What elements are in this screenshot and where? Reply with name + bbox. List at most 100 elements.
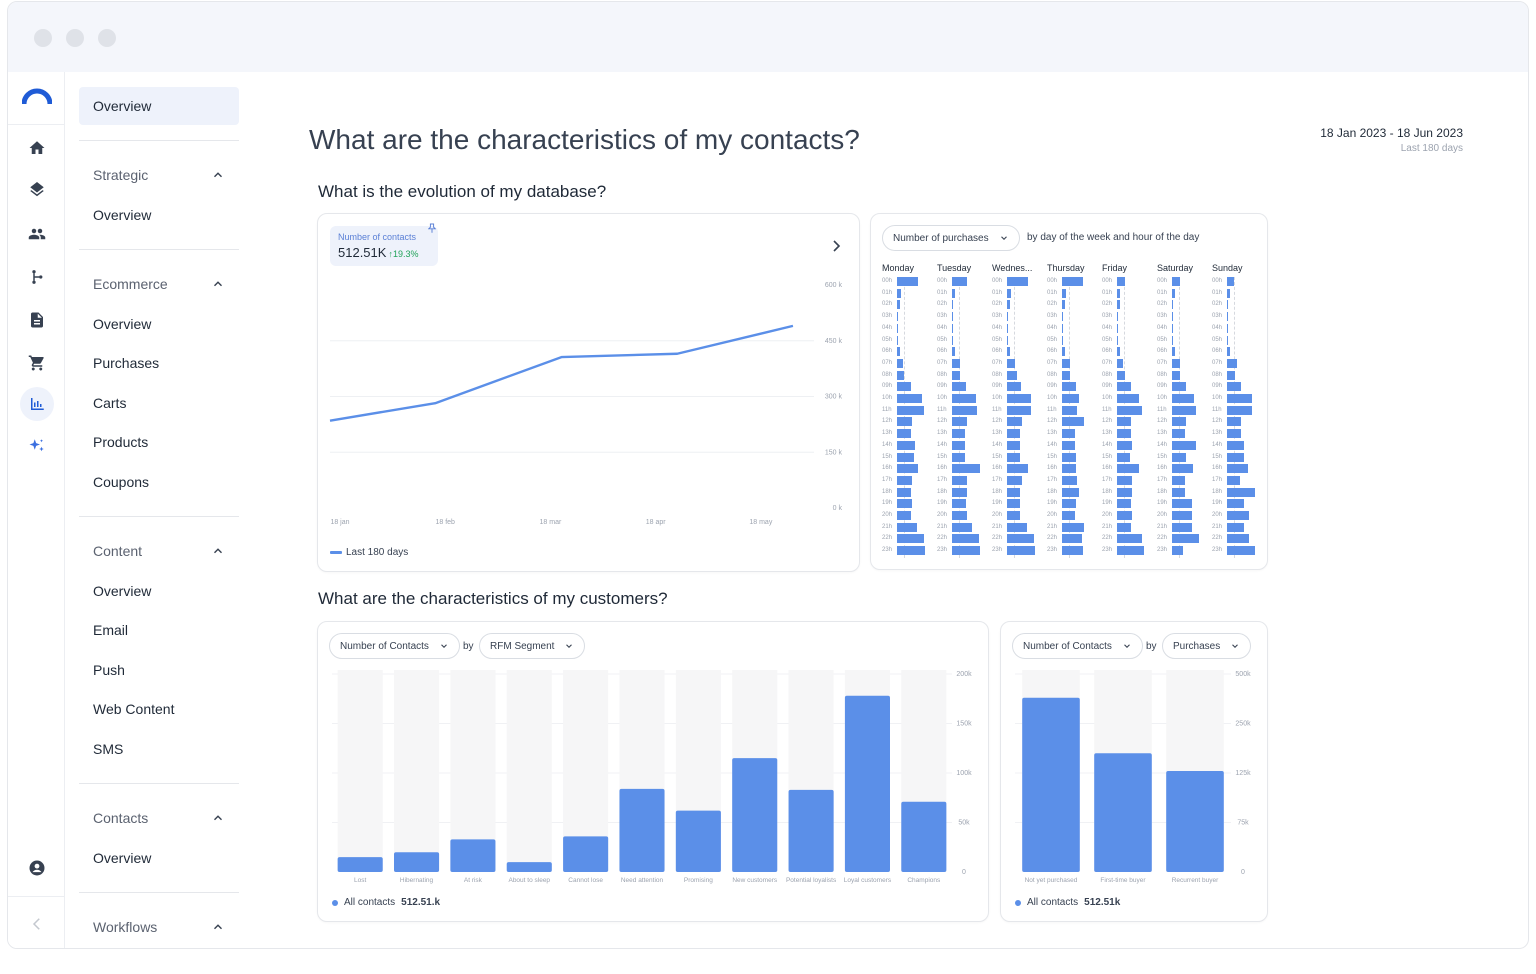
hour-bar[interactable] [1172,382,1186,392]
hour-bar[interactable] [1227,417,1241,427]
hour-bar[interactable] [1117,358,1123,368]
hour-bar[interactable] [1062,464,1076,474]
hour-bar[interactable] [952,452,965,462]
hour-bar[interactable] [952,546,980,556]
hour-bar[interactable] [1062,405,1078,415]
hour-bar[interactable] [1172,394,1195,403]
hour-bar[interactable] [1227,370,1236,380]
hour-bar[interactable] [1227,534,1250,544]
hour-bar[interactable] [1117,522,1131,532]
hour-bar[interactable] [1117,499,1131,509]
hour-bar[interactable] [1172,464,1193,474]
maximize-window-button[interactable] [98,29,116,47]
hour-bar[interactable] [897,405,924,415]
hour-bar[interactable] [1062,429,1075,439]
hour-bar[interactable] [1062,522,1085,532]
hour-bar[interactable] [897,475,913,485]
hour-bar[interactable] [1117,394,1140,403]
hour-bar[interactable] [897,323,899,333]
hour-bar[interactable] [897,452,914,462]
hour-bar[interactable] [1007,440,1020,450]
hour-bar[interactable] [1227,358,1237,368]
hour-bar[interactable] [1172,546,1184,556]
hour-bar[interactable] [1172,511,1192,520]
hour-bar[interactable] [1227,323,1229,333]
hour-bar[interactable] [897,335,899,345]
hour-bar[interactable] [1172,522,1192,532]
hour-bar[interactable] [1172,534,1199,544]
nav-section-contacts[interactable]: Contacts [79,803,239,833]
hour-bar[interactable] [1227,487,1255,497]
hour-bar[interactable] [1227,546,1255,556]
hour-bar[interactable] [1117,288,1120,298]
hour-bar[interactable] [897,300,900,310]
hour-bar[interactable] [1062,452,1076,462]
hour-bar[interactable] [952,405,978,415]
hour-bar[interactable] [952,534,979,544]
metric-select-contacts[interactable]: Number of Contacts [329,633,460,659]
nav-section-strategic[interactable]: Strategic [79,160,239,190]
hour-bar[interactable] [1227,405,1253,415]
date-range-picker[interactable]: 18 Jan 2023 - 18 Jun 2023 [1320,126,1463,140]
hour-bar[interactable] [1117,429,1131,439]
hour-bar[interactable] [897,394,923,403]
kpi-chip[interactable]: Number of contacts 512.51K ↑19.3% [330,226,438,266]
hour-bar[interactable] [1007,475,1023,485]
hour-bar[interactable] [1227,312,1229,322]
hour-bar[interactable] [1117,440,1133,450]
hour-bar[interactable] [1117,300,1120,310]
hour-bar[interactable] [1172,475,1185,485]
hour-bar[interactable] [897,440,916,450]
hour-bar[interactable] [1117,277,1126,286]
hour-bar[interactable] [952,440,965,450]
hour-bar[interactable] [952,522,972,532]
hour-bar[interactable] [1172,358,1181,368]
hour-bar[interactable] [1062,487,1079,497]
hour-bar[interactable] [1172,487,1185,497]
hour-bar[interactable] [1227,300,1229,310]
hour-bar[interactable] [1227,499,1244,509]
nav-item-purchases[interactable]: Purchases [93,355,160,371]
nav-section-workflows[interactable]: Workflows [79,912,239,942]
nav-item-email[interactable]: Email [93,622,129,638]
hour-bar[interactable] [1007,312,1009,322]
hour-bar[interactable] [1007,499,1020,509]
hour-bar[interactable] [1117,511,1133,520]
hour-bar[interactable] [1227,347,1230,357]
hour-bar[interactable] [1117,534,1143,544]
hour-bar[interactable] [1007,370,1017,380]
hour-bar[interactable] [1227,277,1234,286]
hour-bar[interactable] [1227,522,1244,532]
hour-bar[interactable] [897,487,911,497]
hour-bar[interactable] [1062,288,1067,298]
hour-bar[interactable] [1062,417,1085,427]
hour-bar[interactable] [952,464,980,474]
account-icon[interactable] [20,851,54,885]
dimension-select-purchases[interactable]: Purchases [1162,633,1252,659]
hour-bar[interactable] [1007,429,1020,439]
hour-bar[interactable] [952,277,968,286]
hour-bar[interactable] [897,370,904,380]
layers-icon[interactable] [20,174,54,208]
nav-item-overview-top[interactable]: Overview [79,87,239,125]
hour-bar[interactable] [1172,288,1175,298]
hour-bar[interactable] [1062,475,1078,485]
pin-icon[interactable] [428,223,436,233]
nav-item-contacts-overview[interactable]: Overview [93,850,152,866]
nav-item-web-content[interactable]: Web Content [93,701,175,717]
hour-bar[interactable] [1062,370,1071,380]
hour-bar[interactable] [1117,452,1130,462]
hour-bar[interactable] [897,499,913,509]
hour-bar[interactable] [1117,382,1131,392]
brand-logo[interactable] [20,80,54,114]
hour-bar[interactable] [1007,300,1010,310]
metric-select-contacts-2[interactable]: Number of Contacts [1012,633,1143,659]
hour-bar[interactable] [897,288,902,298]
nav-item-ecommerce-overview[interactable]: Overview [93,316,152,332]
people-icon[interactable] [20,217,54,251]
hour-bar[interactable] [1062,335,1064,345]
hour-bar[interactable] [1007,335,1009,345]
hour-bar[interactable] [952,511,968,520]
hour-bar[interactable] [897,277,918,286]
hour-bar[interactable] [1007,382,1021,392]
